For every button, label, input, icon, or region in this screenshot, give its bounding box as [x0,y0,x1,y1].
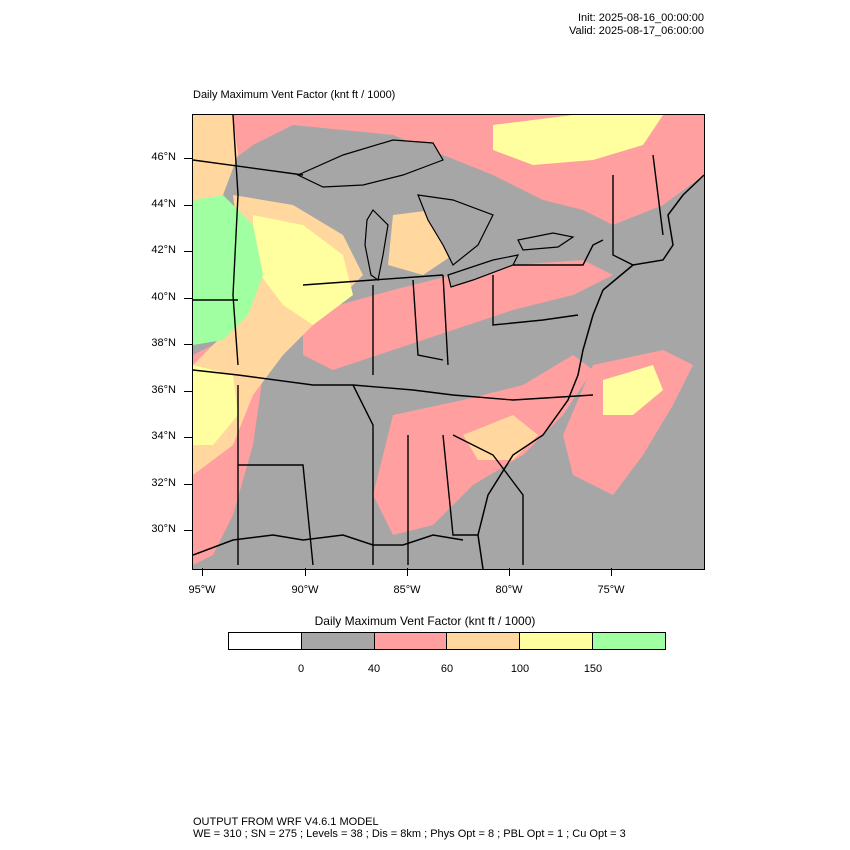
lat-tick [184,530,192,531]
colorbar-label: 150 [583,663,603,675]
field-yellow-midwest [253,215,353,325]
lat-label-32: 32°N [151,477,176,489]
lon-label-85: 85°W [393,584,421,596]
lon-tick [202,568,203,576]
lon-label-90: 90°W [291,584,319,596]
lake-michigan [364,209,389,282]
field-yellow-canada [493,115,663,165]
colorbar-segment [447,633,521,649]
lon-tick [611,568,612,576]
field-pink-central [303,260,613,370]
lat-tick [184,158,192,159]
lon-label-80: 80°W [495,584,523,596]
field-green-iowa [193,195,263,345]
northeast-coastline [602,174,704,291]
lon-tick [509,568,510,576]
lat-label-40: 40°N [151,291,176,303]
valid-time: Valid: 2025-08-17_06:00:00 [569,25,704,37]
map-title: Daily Maximum Vent Factor (knt ft / 1000… [193,89,396,101]
lon-label-75: 75°W [597,584,625,596]
lat-label-34: 34°N [151,430,176,442]
colorbar-label: 60 [440,663,454,675]
lon-tick [407,568,408,576]
colorbar-label: 40 [367,663,381,675]
colorbar-segment [301,633,375,649]
state-boundaries [193,115,664,566]
lat-tick [184,484,192,485]
lat-label-36: 36°N [151,384,176,396]
map-canvas [193,115,704,569]
lat-tick [184,391,192,392]
lat-label-42: 42°N [151,244,176,256]
lat-tick [184,251,192,252]
colorbar-label: 0 [297,663,305,675]
colorbar [228,632,666,650]
field-yellow-offshore [603,365,663,415]
lat-tick [184,437,192,438]
lat-tick [184,205,192,206]
colorbar-segment [520,633,594,649]
colorbar-segment [593,633,665,649]
footer-model-line: OUTPUT FROM WRF V4.6.1 MODEL [193,816,379,828]
lat-label-30: 30°N [151,523,176,535]
field-orange-west [193,115,238,205]
atlantic-coastline [477,289,604,569]
colorbar-label: 100 [510,663,530,675]
gulf-coastline [193,534,464,556]
colorbar-segment [229,633,302,649]
lon-label-95: 95°W [188,584,216,596]
colorbar-title: Daily Maximum Vent Factor (knt ft / 1000… [314,614,536,628]
lake-ontario [517,232,575,251]
lat-label-44: 44°N [151,198,176,210]
lake-huron [417,194,494,266]
field-yellow-sw [193,365,238,445]
lat-label-46: 46°N [151,151,176,163]
lat-tick [184,298,192,299]
lon-tick [305,568,306,576]
vent-factor-map [192,114,705,570]
colorbar-segment [374,633,448,649]
lat-label-38: 38°N [151,337,176,349]
lat-tick [184,344,192,345]
init-time: Init: 2025-08-16_00:00:00 [578,12,704,24]
lake-superior [296,139,444,188]
footer-config-line: WE = 310 ; SN = 275 ; Levels = 38 ; Dis … [193,828,626,840]
